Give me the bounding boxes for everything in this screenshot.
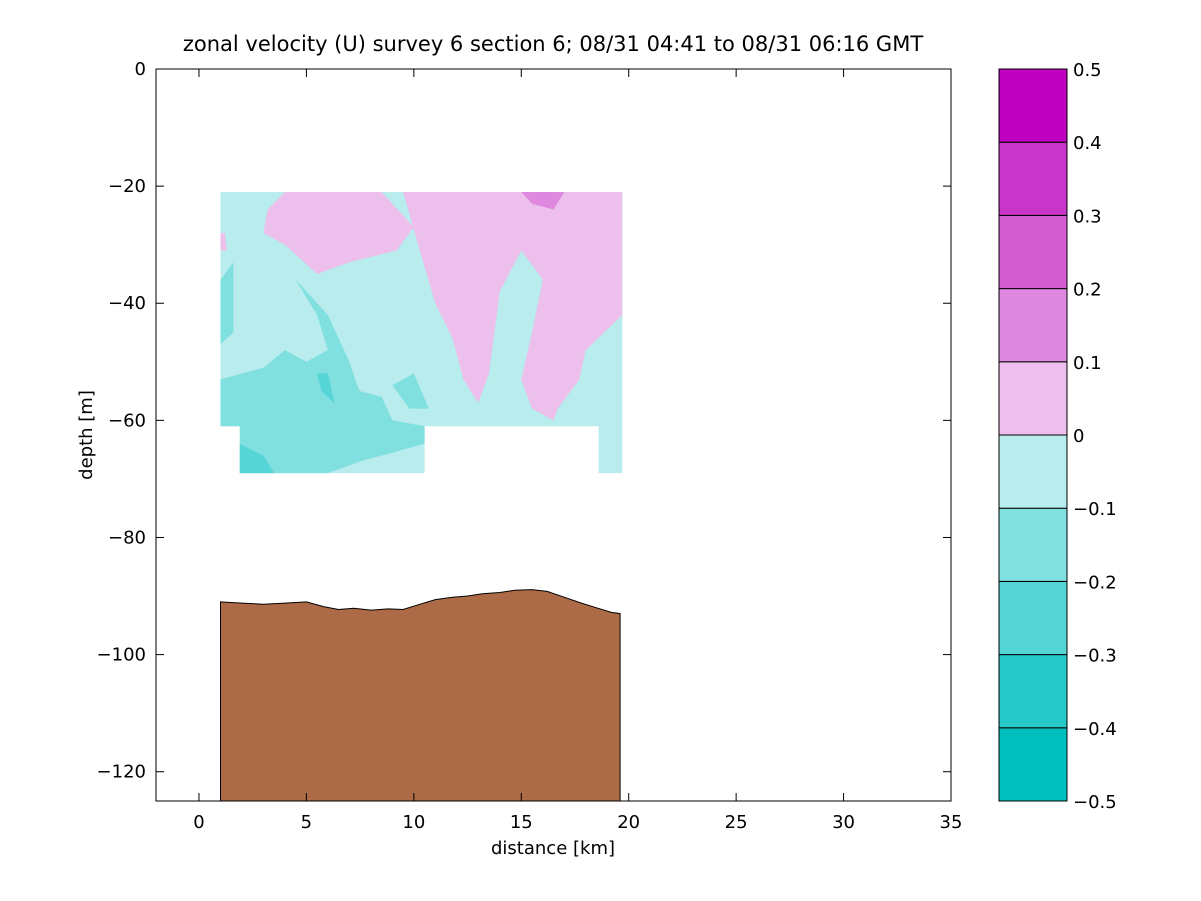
colorbar-tick-label: −0.1 xyxy=(1073,499,1117,520)
colorbar-band xyxy=(998,361,1068,436)
x-axis-ticks: 0 5 10 15 20 25 30 35 xyxy=(193,69,962,833)
colorbar-tick-label: 0.5 xyxy=(1073,60,1102,81)
velocity-region-1 xyxy=(263,192,414,274)
x-tick-label: 5 xyxy=(301,812,312,833)
colorbar-tick-label: −0.5 xyxy=(1073,792,1117,813)
velocity-contours xyxy=(220,192,623,474)
colorbar-band xyxy=(998,654,1068,729)
y-tick-label: −20 xyxy=(108,176,146,197)
velocity-region-4 xyxy=(521,192,565,210)
colorbar-tick-label: 0.2 xyxy=(1073,280,1102,301)
x-tick-label: 20 xyxy=(617,812,640,833)
velocity-region-2 xyxy=(403,192,623,421)
colorbar-frame xyxy=(998,68,1068,802)
y-tick-label: −80 xyxy=(108,527,146,548)
colorbar-tick-label: 0.4 xyxy=(1073,133,1102,154)
plot-frame xyxy=(155,68,952,802)
x-axis-label: distance [km] xyxy=(491,838,615,859)
colorbar-tick-label: −0.4 xyxy=(1073,719,1117,740)
x-tick-label: 0 xyxy=(193,812,204,833)
seafloor-bathymetry xyxy=(220,589,621,802)
velocity-region-3 xyxy=(220,233,227,251)
x-tick-label: 25 xyxy=(725,812,748,833)
colorbar-tick-label: −0.2 xyxy=(1073,572,1117,593)
colorbar-bands xyxy=(998,68,1068,802)
colorbar-band xyxy=(998,288,1068,363)
velocity-region-5 xyxy=(220,262,234,345)
colorbar-band xyxy=(998,68,1068,143)
colorbar-tick-label: 0 xyxy=(1073,426,1084,447)
colorbar-band xyxy=(998,507,1068,582)
colorbar-band xyxy=(998,727,1068,802)
y-tick-label: 0 xyxy=(135,59,146,80)
x-tick-label: 15 xyxy=(510,812,533,833)
velocity-region-10 xyxy=(317,373,335,403)
colorbar-band xyxy=(998,580,1068,656)
plot-area: 0 5 10 15 20 25 30 35 0 −20 −40 −60 −80 −100 −120 xyxy=(97,59,963,833)
velocity-region-7 xyxy=(220,350,425,474)
velocity-region-9 xyxy=(239,443,275,474)
colorbar-band xyxy=(998,141,1068,216)
colorbar-band xyxy=(998,214,1068,290)
y-axis-ticks: 0 −20 −40 −60 −80 −100 −120 xyxy=(97,59,951,783)
colorbar: 0.5 0.4 0.3 0.2 0.1 0 −0.1 −0.2 −0.3 −0.4 −0.5 xyxy=(998,60,1117,813)
y-tick-label: −40 xyxy=(108,293,146,314)
colorbar-band xyxy=(998,434,1068,509)
colorbar-tick-label: 0.3 xyxy=(1073,206,1102,227)
x-tick-label: 35 xyxy=(940,812,963,833)
velocity-region-8 xyxy=(392,373,429,409)
y-axis-label: depth [m] xyxy=(76,390,97,480)
x-tick-label: 30 xyxy=(832,812,855,833)
y-tick-label: −100 xyxy=(97,645,146,666)
chart-title: zonal velocity (U) survey 6 section 6; 0… xyxy=(183,32,923,56)
colorbar-tick-label: −0.3 xyxy=(1073,646,1117,667)
x-tick-label: 10 xyxy=(402,812,425,833)
colorbar-ticks: 0.5 0.4 0.3 0.2 0.1 0 −0.1 −0.2 −0.3 −0.4 −0.5 xyxy=(1073,60,1117,813)
y-tick-label: −60 xyxy=(108,410,146,431)
colorbar-tick-label: 0.1 xyxy=(1073,353,1102,374)
y-tick-label: −120 xyxy=(97,762,146,783)
